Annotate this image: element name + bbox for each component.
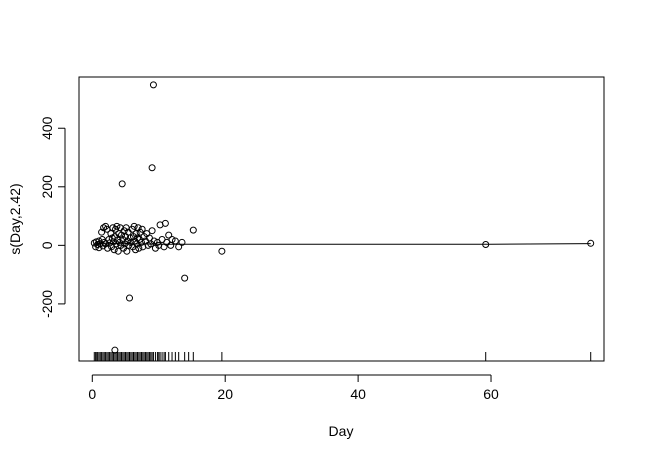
data-point [134, 224, 142, 232]
plot-frame [78, 76, 605, 362]
data-point [482, 240, 490, 248]
data-point [113, 222, 121, 230]
data-point [138, 225, 146, 233]
data-point [133, 234, 141, 242]
x-tick-label: 0 [88, 386, 96, 402]
points [90, 81, 595, 354]
data-point [148, 227, 156, 235]
data-point [189, 226, 197, 234]
data-point [126, 294, 134, 302]
data-point [118, 180, 126, 188]
rug [93, 352, 592, 361]
data-point [148, 164, 156, 172]
x-tick-label: 60 [483, 386, 499, 402]
data-point [111, 346, 119, 354]
data-point [114, 247, 122, 255]
data-point [587, 239, 595, 247]
data-point [100, 224, 108, 232]
data-point [175, 243, 183, 251]
data-point [135, 244, 143, 252]
data-point [95, 244, 103, 252]
y-tick-label: 400 [39, 116, 55, 140]
data-point [112, 240, 120, 248]
data-point [98, 228, 106, 236]
x-axis: 0 20 40 60 [88, 374, 499, 402]
y-tick-label: 0 [39, 241, 55, 249]
data-point [178, 238, 186, 246]
y-tick-label: 200 [39, 175, 55, 199]
y-tick-label: -200 [39, 290, 55, 318]
data-point [114, 236, 122, 244]
data-point [149, 81, 157, 89]
x-tick-label: 20 [217, 386, 233, 402]
x-tick-label: 40 [350, 386, 366, 402]
data-point [150, 237, 158, 245]
data-point [181, 274, 189, 282]
data-point [160, 243, 168, 251]
data-point [130, 222, 138, 230]
data-point [171, 237, 179, 245]
data-point [165, 231, 173, 239]
data-point [92, 243, 100, 251]
data-point [137, 238, 145, 246]
data-point [161, 219, 169, 227]
data-point [168, 235, 176, 243]
y-axis: -200 0 200 400 [39, 116, 66, 318]
x-axis-label: Day [329, 423, 354, 439]
y-axis-label: s(Day,2.42) [7, 183, 23, 254]
data-point [218, 247, 226, 255]
data-point [102, 240, 110, 248]
